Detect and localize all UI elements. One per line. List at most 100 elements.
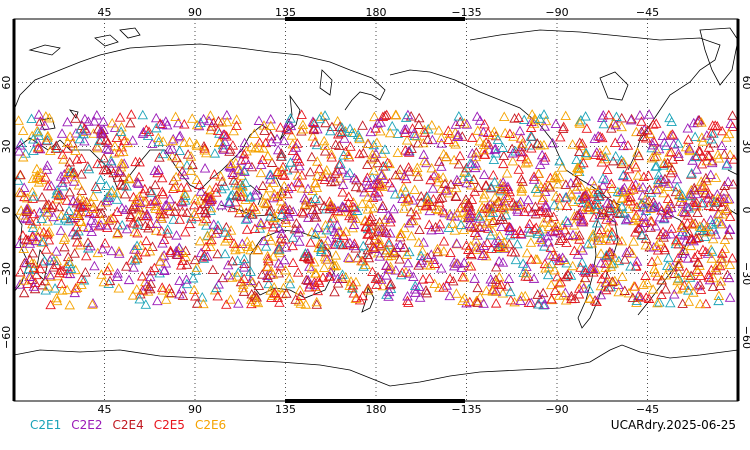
observation-triangle bbox=[87, 203, 99, 214]
observation-triangle bbox=[598, 207, 610, 218]
observation-triangle bbox=[598, 109, 609, 120]
observation-triangle bbox=[225, 190, 237, 201]
observation-triangle bbox=[716, 140, 728, 150]
observation-triangle bbox=[452, 129, 464, 140]
observation-triangle bbox=[554, 200, 566, 210]
observation-triangle bbox=[486, 203, 497, 213]
observation-triangle bbox=[82, 237, 94, 247]
observation-triangle bbox=[215, 199, 227, 210]
kamchatka bbox=[319, 69, 333, 96]
observation-triangle bbox=[554, 171, 565, 182]
observation-triangle bbox=[238, 148, 250, 159]
observation-triangle bbox=[400, 112, 412, 122]
observation-triangle bbox=[458, 257, 470, 267]
observation-triangle bbox=[332, 278, 344, 288]
observation-triangle bbox=[371, 137, 383, 147]
observation-triangle bbox=[509, 228, 521, 239]
observation-triangle bbox=[689, 218, 701, 228]
observation-triangle bbox=[76, 169, 87, 179]
observation-triangle bbox=[601, 188, 612, 198]
observation-triangle bbox=[525, 254, 537, 264]
observation-triangle bbox=[362, 191, 374, 202]
observation-triangle bbox=[449, 211, 461, 221]
observation-triangle bbox=[728, 154, 740, 164]
observation-triangle bbox=[142, 130, 154, 140]
observation-triangle bbox=[28, 145, 39, 155]
observation-triangle bbox=[544, 181, 556, 192]
observation-triangle bbox=[691, 164, 702, 174]
observation-triangle bbox=[343, 197, 354, 208]
observation-triangle bbox=[365, 224, 377, 234]
observation-triangle bbox=[436, 161, 447, 171]
observation-triangle bbox=[181, 182, 193, 192]
observation-triangle bbox=[503, 192, 514, 202]
observation-triangle bbox=[492, 134, 504, 144]
observation-triangle bbox=[692, 280, 703, 291]
observation-triangle bbox=[276, 165, 288, 175]
observation-triangle bbox=[539, 121, 550, 131]
observation-triangle bbox=[415, 190, 427, 201]
observation-triangle bbox=[21, 203, 33, 214]
observation-triangle bbox=[472, 125, 484, 135]
observation-triangle bbox=[318, 200, 330, 211]
observation-triangle bbox=[581, 186, 593, 196]
observation-triangle bbox=[705, 169, 716, 180]
observation-triangle bbox=[707, 155, 718, 166]
observation-triangle bbox=[600, 277, 611, 287]
observation-triangle bbox=[691, 150, 703, 161]
observation-triangle bbox=[271, 133, 283, 144]
observation-triangle bbox=[368, 241, 379, 252]
observation-triangle bbox=[140, 246, 151, 257]
japan bbox=[279, 94, 301, 141]
observation-triangle bbox=[149, 196, 160, 206]
observation-triangle bbox=[643, 109, 655, 119]
observation-triangle bbox=[354, 148, 365, 159]
observation-triangle bbox=[488, 169, 499, 180]
observation-triangle bbox=[643, 195, 655, 206]
observation-triangle bbox=[557, 252, 568, 262]
observation-triangle bbox=[437, 205, 449, 216]
observation-triangle bbox=[200, 190, 211, 201]
observation-triangle bbox=[35, 116, 46, 126]
observation-triangle bbox=[71, 282, 83, 292]
observation-triangle bbox=[485, 181, 497, 192]
observation-triangle bbox=[537, 223, 548, 234]
observation-triangle bbox=[509, 296, 520, 307]
observation-triangle bbox=[444, 128, 456, 139]
observation-triangle bbox=[497, 257, 509, 267]
observation-triangle bbox=[140, 276, 151, 287]
observation-triangle bbox=[666, 223, 678, 233]
observation-triangle bbox=[580, 267, 591, 277]
observation-triangle bbox=[633, 214, 645, 225]
observation-triangle bbox=[546, 293, 557, 304]
observation-triangle bbox=[488, 154, 500, 164]
observation-triangle bbox=[113, 248, 125, 258]
observation-triangle bbox=[517, 176, 528, 186]
observation-triangle bbox=[312, 123, 323, 134]
observation-triangle bbox=[362, 172, 373, 182]
observation-triangle bbox=[551, 173, 562, 183]
observation-triangle bbox=[656, 205, 667, 215]
observation-triangle bbox=[421, 287, 433, 298]
observation-triangle bbox=[240, 177, 251, 187]
observation-triangle bbox=[486, 243, 497, 253]
observation-triangle bbox=[167, 135, 179, 146]
observation-triangle bbox=[365, 126, 376, 137]
observation-triangle bbox=[180, 190, 191, 200]
observation-triangle bbox=[416, 197, 427, 207]
observation-triangle bbox=[78, 274, 90, 285]
observation-triangle bbox=[232, 271, 243, 281]
observation-triangle bbox=[372, 226, 384, 236]
observation-triangle bbox=[358, 261, 369, 271]
observation-triangle bbox=[481, 218, 493, 228]
observation-triangle bbox=[560, 192, 571, 202]
observation-triangle bbox=[157, 238, 168, 248]
observation-triangle bbox=[63, 256, 74, 266]
observation-triangle bbox=[33, 177, 45, 187]
observation-triangle bbox=[503, 273, 515, 283]
observation-triangle bbox=[505, 222, 517, 233]
observation-triangle bbox=[683, 190, 695, 200]
observation-triangle bbox=[564, 188, 576, 198]
observation-triangle bbox=[403, 192, 414, 203]
observation-triangle bbox=[580, 147, 592, 158]
